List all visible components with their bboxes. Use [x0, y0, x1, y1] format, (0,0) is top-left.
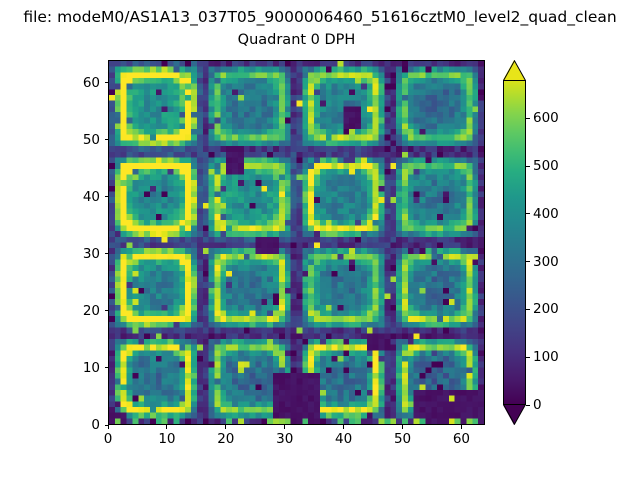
y-tick-mark	[104, 82, 108, 84]
y-tick-label-text: 20	[82, 302, 100, 319]
y-tick-label-text: 30	[82, 245, 100, 262]
x-tick-label: 10	[158, 431, 176, 447]
x-tick-mark	[225, 425, 227, 429]
y-tick-label-text: 0	[91, 417, 100, 433]
colorbar-extend-bottom-icon	[503, 405, 525, 425]
x-tick-mark	[460, 425, 462, 429]
colorbar-tick-label: 300	[533, 253, 559, 270]
colorbar-extend-top-outline	[503, 60, 526, 81]
y-tick-label: 0	[60, 418, 100, 432]
y-tick-label: 30	[60, 247, 100, 261]
x-tick-mark	[284, 425, 286, 429]
colorbar-tick-mark	[526, 261, 530, 263]
y-tick-mark	[104, 310, 108, 312]
colorbar-tick-label: 0	[533, 397, 542, 413]
y-tick-mark	[104, 424, 108, 426]
figure-suptitle: file: modeM0/AS1A13_037T05_9000006460_51…	[23, 8, 617, 26]
y-tick-mark	[104, 367, 108, 369]
colorbar-tick-label: 600	[533, 110, 559, 127]
colorbar-tick-mark	[526, 356, 530, 358]
colorbar-tick-mark	[526, 165, 530, 167]
colorbar-tick-label: 100	[533, 349, 559, 366]
x-tick-mark	[343, 425, 345, 429]
x-tick-label: 30	[276, 431, 294, 447]
y-tick-label-text: 60	[82, 74, 100, 91]
x-tick-label: 50	[393, 431, 412, 447]
heatmap-axes	[108, 60, 485, 425]
colorbar-tick-mark	[526, 213, 530, 215]
x-tick-label: 60	[452, 431, 471, 447]
colorbar-tick-label: 400	[533, 205, 559, 222]
y-tick-label-text: 50	[82, 131, 100, 148]
y-tick-label: 50	[60, 133, 100, 147]
y-tick-label: 20	[60, 304, 100, 318]
x-tick-label: 40	[335, 431, 353, 447]
x-tick-mark	[107, 425, 109, 429]
y-tick-mark	[104, 139, 108, 141]
x-tick-mark	[166, 425, 168, 429]
x-tick-label: 0	[103, 431, 113, 447]
axes-title: Quadrant 0 DPH	[237, 32, 356, 48]
colorbar-tick-mark	[526, 308, 530, 310]
y-tick-mark	[104, 196, 108, 198]
colorbar-tick-label: 500	[533, 158, 559, 175]
y-tick-label: 60	[60, 76, 100, 90]
y-tick-label: 40	[60, 190, 100, 204]
colorbar-tick-label: 200	[533, 301, 559, 318]
colorbar-tick-mark	[526, 117, 530, 119]
y-tick-label: 10	[60, 361, 100, 375]
colorbar-tick-mark	[526, 404, 530, 406]
y-tick-mark	[104, 253, 108, 255]
colorbar-extend-bottom-outline	[503, 404, 526, 425]
x-tick-label: 20	[217, 431, 235, 447]
x-tick-mark	[402, 425, 404, 429]
y-tick-label-text: 10	[82, 359, 100, 376]
colorbar-gradient	[503, 80, 526, 405]
colorbar-extend-top-icon	[503, 60, 525, 80]
y-tick-label-text: 40	[82, 188, 100, 205]
heatmap-image	[109, 61, 484, 424]
colorbar	[503, 60, 526, 425]
